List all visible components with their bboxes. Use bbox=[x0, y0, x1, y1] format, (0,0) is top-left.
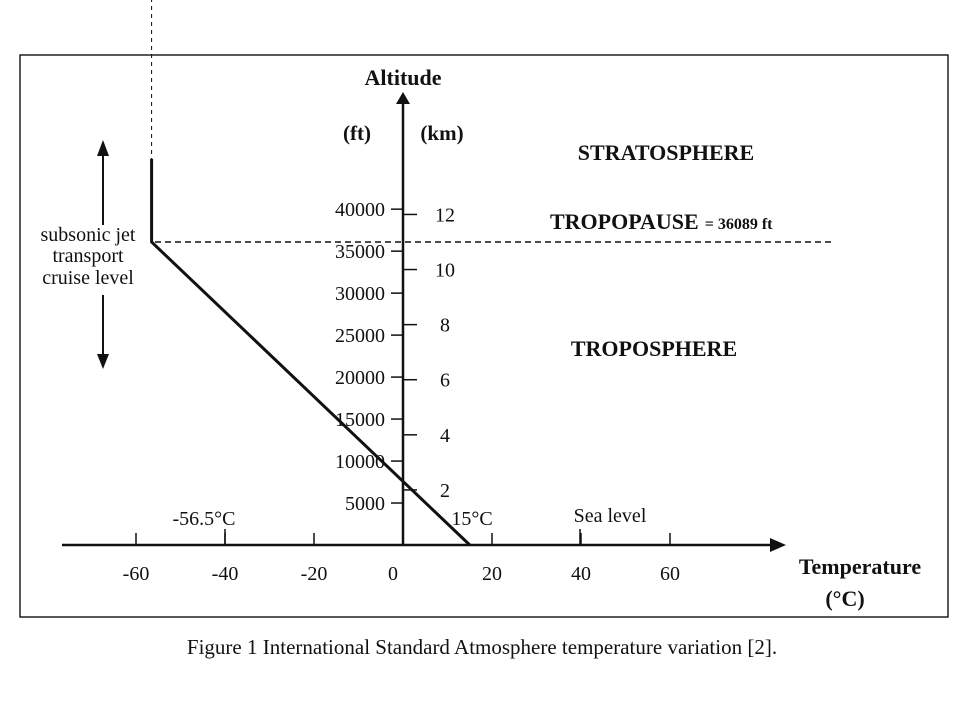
ft-unit-label: (ft) bbox=[343, 121, 371, 145]
x-axis-title: Temperature bbox=[799, 554, 921, 579]
troposphere-label: TROPOSPHERE bbox=[571, 336, 737, 361]
cruise-label-line3: cruise level bbox=[42, 267, 134, 289]
km-tick-label: 8 bbox=[440, 315, 450, 337]
ft-tick-label: 25000 bbox=[335, 325, 385, 347]
figure-caption: Figure 1 International Standard Atmosphe… bbox=[186, 635, 778, 659]
sea-level-label: Sea level bbox=[574, 505, 647, 527]
ft-tick-label: 5000 bbox=[345, 493, 385, 515]
temperature-profile-line bbox=[150, 158, 471, 547]
cruise-label-line2: transport bbox=[52, 245, 124, 267]
x-tick-label: 40 bbox=[571, 563, 591, 585]
km-unit-label: (km) bbox=[420, 121, 463, 145]
x-tick-label: -40 bbox=[212, 563, 239, 585]
ft-tick-label: 15000 bbox=[335, 409, 385, 431]
x-tick-label: -60 bbox=[123, 563, 150, 585]
cruise-arrow-up-icon bbox=[97, 140, 109, 156]
km-tick-label: 2 bbox=[440, 480, 450, 502]
ft-tick-label: 30000 bbox=[335, 283, 385, 305]
x-tick-label: 0 bbox=[388, 563, 398, 585]
cruise-arrow-down-icon bbox=[97, 354, 109, 369]
tropopause-label: TROPOPAUSE = 36089 ft bbox=[550, 209, 773, 234]
cruise-label-line1: subsonic jet bbox=[41, 224, 136, 246]
x-tick-label: 60 bbox=[660, 563, 680, 585]
ft-tick-label: 10000 bbox=[335, 451, 385, 473]
ft-tick-label: 35000 bbox=[335, 241, 385, 263]
x-tick-label: -20 bbox=[301, 563, 328, 585]
tropopause-value: = 36089 ft bbox=[705, 216, 773, 233]
x-axis-unit: (°C) bbox=[825, 586, 864, 611]
km-tick-label: 10 bbox=[435, 260, 455, 282]
ft-tick-label: 20000 bbox=[335, 367, 385, 389]
km-ticks: 2 4 6 8 10 12 bbox=[403, 204, 455, 502]
y-axis-title: Altitude bbox=[365, 65, 442, 90]
figure-frame bbox=[19, 54, 949, 618]
strat-temp-label: -56.5°C bbox=[173, 508, 236, 530]
x-tick-label: 20 bbox=[482, 563, 502, 585]
sea-temp-label: 15°C bbox=[451, 508, 492, 530]
x-ticks: -60 -40 -20 0 20 40 60 bbox=[123, 533, 680, 585]
ft-tick-label: 40000 bbox=[335, 199, 385, 221]
tropopause-name: TROPOPAUSE bbox=[550, 209, 699, 234]
km-tick-label: 12 bbox=[435, 204, 455, 226]
km-tick-label: 4 bbox=[440, 425, 450, 447]
y-axis-arrow bbox=[396, 92, 410, 104]
km-tick-label: 6 bbox=[440, 370, 450, 392]
stratosphere-label: STRATOSPHERE bbox=[578, 140, 754, 165]
x-axis-arrow bbox=[770, 538, 786, 552]
ft-ticks: 5000 10000 15000 20000 25000 30000 35000 40000 bbox=[335, 199, 403, 515]
